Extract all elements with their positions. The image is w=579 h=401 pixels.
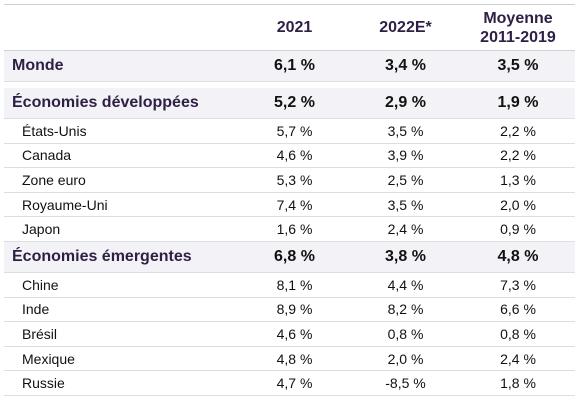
row-label: Économies émergentes (4, 241, 239, 273)
row-label: États-Unis (4, 118, 239, 144)
row-label: Royaume-Uni (4, 192, 239, 218)
cell-average: 0,8 % (461, 321, 575, 347)
row-label: Économies développées (4, 88, 239, 119)
table-row: Inde 8,9 % 8,2 % 6,6 % (4, 297, 575, 323)
cell-average: 1,3 % (461, 167, 575, 193)
header-average-line1: Moyenne (483, 9, 553, 27)
table-row: Chine 8,1 % 4,4 % 7,3 % (4, 272, 575, 298)
row-label: Inde (4, 297, 239, 323)
cell-2022e: 3,8 % (350, 241, 461, 273)
cell-2021: 4,7 % (239, 370, 350, 396)
row-label: Japon (4, 216, 239, 242)
cell-average: 3,5 % (461, 50, 575, 82)
cell-average: 2,2 % (461, 143, 575, 169)
header-2022e: 2022E* (350, 4, 461, 51)
cell-2022e: 2,0 % (350, 346, 461, 372)
cell-2022e: 8,2 % (350, 297, 461, 323)
cell-2021: 1,6 % (239, 216, 350, 242)
cell-2021: 4,6 % (239, 143, 350, 169)
cell-average: 7,3 % (461, 272, 575, 298)
cell-2022e: 0,8 % (350, 321, 461, 347)
cell-2022e: -8,5 % (350, 370, 461, 396)
header-2021: 2021 (239, 4, 350, 51)
cell-2021: 6,1 % (239, 50, 350, 82)
table-row: Japon 1,6 % 2,4 % 0,9 % (4, 216, 575, 242)
header-empty-cell (4, 4, 239, 51)
row-label: Mexique (4, 346, 239, 372)
cell-2021: 5,2 % (239, 88, 350, 119)
cell-2022e: 3,9 % (350, 143, 461, 169)
cell-2021: 6,8 % (239, 241, 350, 273)
table-header-row: 2021 2022E* Moyenne 2011-2019 (4, 4, 575, 51)
row-spacer (4, 81, 575, 88)
row-label: Zone euro (4, 167, 239, 193)
table-row: États-Unis 5,7 % 3,5 % 2,2 % (4, 118, 575, 144)
gdp-growth-table: 2021 2022E* Moyenne 2011-2019 Monde 6,1 … (4, 4, 575, 396)
cell-average: 2,0 % (461, 192, 575, 218)
header-average-line2: 2011-2019 (480, 28, 556, 46)
cell-2022e: 3,4 % (350, 50, 461, 82)
table-row-developed: Économies développées 5,2 % 2,9 % 1,9 % (4, 88, 575, 119)
cell-2022e: 4,4 % (350, 272, 461, 298)
cell-2021: 7,4 % (239, 192, 350, 218)
cell-average: 1,9 % (461, 88, 575, 119)
row-label: Russie (4, 370, 239, 396)
table-row-emerging: Économies émergentes 6,8 % 3,8 % 4,8 % (4, 241, 575, 273)
cell-2022e: 3,5 % (350, 118, 461, 144)
cell-average: 0,9 % (461, 216, 575, 242)
cell-2021: 4,8 % (239, 346, 350, 372)
cell-2022e: 2,9 % (350, 88, 461, 119)
table-row: Russie 4,7 % -8,5 % 1,8 % (4, 370, 575, 396)
cell-average: 6,6 % (461, 297, 575, 323)
table-row: Canada 4,6 % 3,9 % 2,2 % (4, 143, 575, 169)
row-label: Chine (4, 272, 239, 298)
cell-2021: 8,9 % (239, 297, 350, 323)
table-row: Brésil 4,6 % 0,8 % 0,8 % (4, 321, 575, 347)
cell-average: 2,4 % (461, 346, 575, 372)
cell-2022e: 2,4 % (350, 216, 461, 242)
table-row-world: Monde 6,1 % 3,4 % 3,5 % (4, 50, 575, 82)
table-row: Mexique 4,8 % 2,0 % 2,4 % (4, 346, 575, 372)
table-row: Zone euro 5,3 % 2,5 % 1,3 % (4, 167, 575, 193)
cell-average: 4,8 % (461, 241, 575, 273)
row-label: Brésil (4, 321, 239, 347)
cell-average: 2,2 % (461, 118, 575, 144)
cell-2022e: 2,5 % (350, 167, 461, 193)
cell-average: 1,8 % (461, 370, 575, 396)
cell-2021: 5,3 % (239, 167, 350, 193)
cell-2021: 8,1 % (239, 272, 350, 298)
table-row: Royaume-Uni 7,4 % 3,5 % 2,0 % (4, 192, 575, 218)
cell-2022e: 3,5 % (350, 192, 461, 218)
row-label: Monde (4, 50, 239, 82)
cell-2021: 4,6 % (239, 321, 350, 347)
header-average: Moyenne 2011-2019 (461, 4, 575, 51)
cell-2021: 5,7 % (239, 118, 350, 144)
row-label: Canada (4, 143, 239, 169)
